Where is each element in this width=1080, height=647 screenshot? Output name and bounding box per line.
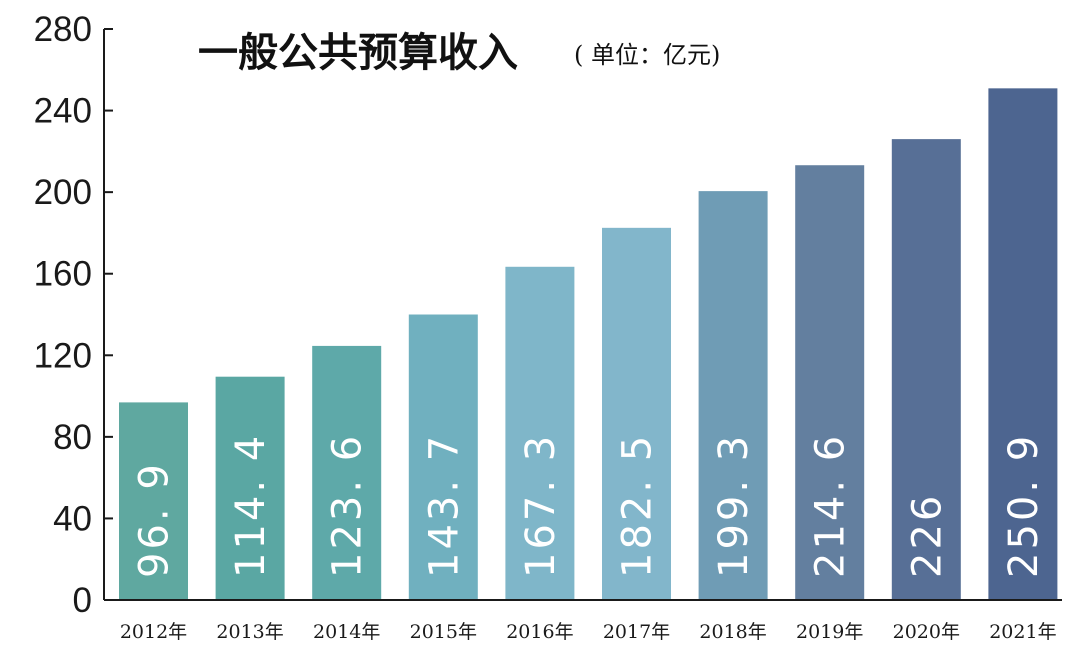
y-tick-label: 40	[53, 499, 92, 538]
x-tick-label: 2016年	[506, 621, 573, 643]
y-tick-label: 160	[34, 255, 92, 294]
bar	[119, 402, 188, 600]
bars: 96. 9 114. 4 123. 6 143. 7 167. 3 182. 5 199. …	[119, 88, 1058, 601]
y-axis: 0 40 80 120 160 200 240 280	[34, 10, 113, 620]
bar	[698, 191, 768, 600]
bar	[215, 376, 285, 600]
x-tick-label: 2014年	[313, 621, 380, 643]
bar-value-label: 123. 6	[325, 433, 371, 578]
bar	[312, 345, 382, 600]
bar-value-label: 143. 7	[421, 433, 467, 578]
bar	[988, 88, 1058, 601]
bar	[505, 266, 575, 600]
y-tick-label: 280	[34, 10, 92, 49]
y-tick-label: 200	[34, 173, 92, 212]
y-tick-label: 240	[34, 92, 92, 131]
bar-value-label: 214. 6	[808, 433, 854, 578]
bar	[408, 314, 478, 600]
chart-title: 一般公共预算收入	[198, 30, 518, 76]
bar-value-label: 250. 9	[1001, 433, 1047, 578]
x-tick-label: 2021年	[989, 621, 1056, 643]
x-tick-label: 2013年	[216, 621, 283, 643]
chart-unit-subtitle: ( 单位：亿元)	[574, 41, 720, 69]
bar-value-label: 226	[904, 493, 950, 578]
x-axis: 2012年 2013年 2014年 2015年 2016年 2017年 2018年 2019年…	[104, 599, 1062, 643]
x-tick-label: 2017年	[603, 621, 670, 643]
bar-value-label: 167. 3	[518, 433, 564, 578]
bar	[891, 139, 961, 600]
bar-value-label: 199. 3	[711, 433, 757, 578]
x-tick-label: 2019年	[796, 621, 863, 643]
y-tick-label: 80	[53, 418, 92, 457]
bar	[795, 165, 865, 600]
y-tick-label: 0	[73, 581, 92, 620]
x-tick-label: 2012年	[120, 621, 187, 643]
bar-value-label: 182. 5	[615, 433, 661, 578]
bar-value-label: 96. 9	[132, 461, 178, 578]
x-tick-label: 2015年	[410, 621, 477, 643]
x-tick-label: 2020年	[893, 621, 960, 643]
y-tick-label: 120	[34, 336, 92, 375]
bar-value-label: 114. 4	[228, 433, 274, 578]
x-tick-label: 2018年	[699, 621, 766, 643]
bar	[602, 227, 671, 600]
